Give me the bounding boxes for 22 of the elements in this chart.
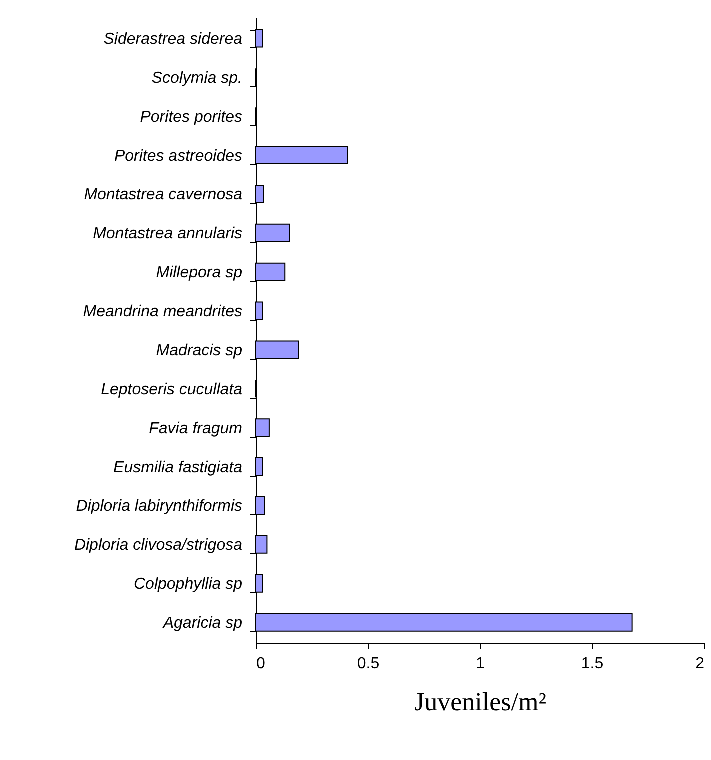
y-tick-label: Agaricia sp	[162, 615, 243, 632]
y-tick-label: Favia fragum	[149, 420, 242, 438]
y-tick-label: Porites astreoides	[114, 148, 242, 165]
y-tick-label: Montastrea annularis	[93, 226, 242, 243]
x-tick-label: 0.5	[357, 656, 380, 672]
y-tick-label: Siderastrea siderea	[104, 30, 243, 48]
y-tick-label: Madracis sp	[156, 342, 243, 360]
y-tick-label: Millepora sp	[156, 264, 243, 282]
y-tick-label: Leptoseris cucullata	[101, 381, 243, 398]
y-tick-label: Diploria labirynthiformis	[76, 498, 242, 516]
y-tick-label: Diploria clivosa/strigosa	[74, 537, 243, 554]
x-tick-label: 2	[696, 656, 705, 672]
y-tick-label: Eusmilia fastigiata	[114, 459, 243, 476]
y-tick-label: Montastrea cavernosa	[84, 186, 243, 204]
x-tick-label: 1	[476, 656, 486, 672]
x-axis-title: Juveniles/m²	[414, 688, 547, 716]
y-tick-label: Scolymia sp.	[152, 70, 242, 87]
y-tick-label: Colpophyllia sp	[134, 576, 243, 594]
x-tick-label: 1.5	[581, 656, 604, 672]
y-tick-label: Meandrina meandrites	[83, 304, 242, 321]
y-tick-label: Porites porites	[140, 108, 242, 126]
x-tick-label: 0	[256, 656, 266, 672]
